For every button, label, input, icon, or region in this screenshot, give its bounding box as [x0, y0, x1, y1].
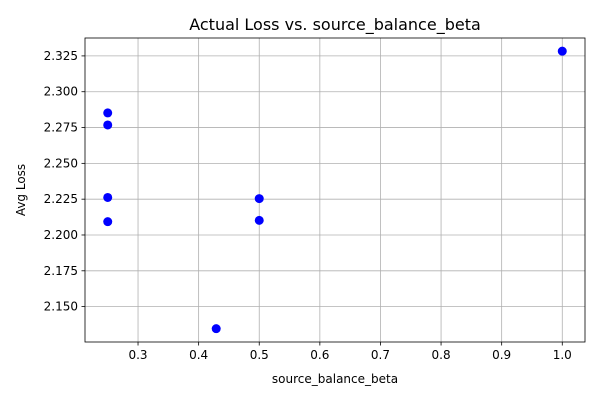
y-tick-label: 2.200 [44, 228, 78, 242]
axis-ticks: 0.3 0.4 0.5 0.6 0.7 0.8 0.9 1.0 2.150 2.175 2.200 2… [44, 49, 572, 362]
x-tick-label: 0.6 [310, 348, 329, 362]
y-tick-label: 2.225 [44, 192, 78, 206]
data-point [103, 108, 113, 118]
x-tick-label: 0.3 [128, 348, 147, 362]
y-tick-label: 2.250 [44, 156, 78, 170]
x-axis-title: source_balance_beta [272, 372, 398, 386]
x-tick-label: 0.7 [371, 348, 390, 362]
y-tick-label: 2.300 [44, 85, 78, 99]
data-point [254, 194, 264, 204]
data-point [103, 217, 113, 227]
data-point [254, 215, 264, 225]
x-tick-label: 0.4 [189, 348, 208, 362]
grid [85, 38, 585, 342]
y-axis-title: Avg Loss [14, 164, 28, 216]
data-points [103, 46, 567, 334]
data-point [557, 46, 567, 56]
x-tick-label: 0.8 [432, 348, 451, 362]
data-point [103, 192, 113, 202]
data-point [103, 120, 113, 130]
x-tick-label: 0.9 [492, 348, 511, 362]
y-tick-label: 2.150 [44, 300, 78, 314]
x-tick-label: 0.5 [250, 348, 269, 362]
y-tick-label: 2.275 [44, 121, 78, 135]
chart-title: Actual Loss vs. source_balance_beta [189, 15, 481, 35]
x-tick-label: 1.0 [553, 348, 572, 362]
data-point [211, 324, 221, 334]
plot-frame [84, 37, 586, 343]
y-tick-label: 2.325 [44, 49, 78, 63]
y-tick-label: 2.175 [44, 264, 78, 278]
